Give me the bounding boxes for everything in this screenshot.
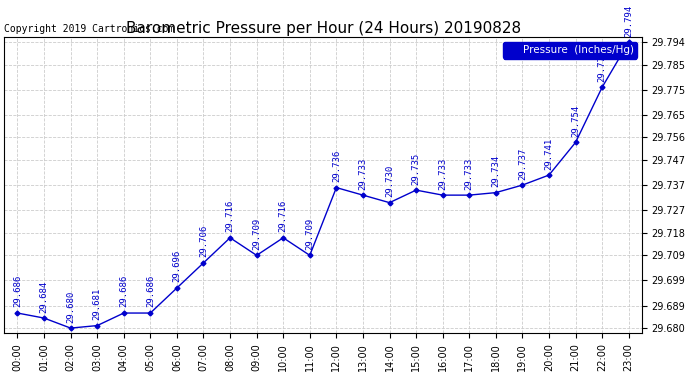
Text: 29.706: 29.706 [199, 225, 208, 257]
Text: 29.716: 29.716 [226, 200, 235, 232]
Text: 29.776: 29.776 [598, 50, 607, 82]
Text: 29.754: 29.754 [571, 105, 580, 137]
Text: 29.794: 29.794 [624, 4, 633, 36]
Text: 29.681: 29.681 [92, 288, 101, 320]
Text: 29.733: 29.733 [438, 158, 447, 190]
Title: Barometric Pressure per Hour (24 Hours) 20190828: Barometric Pressure per Hour (24 Hours) … [126, 21, 521, 36]
Text: 29.736: 29.736 [332, 150, 341, 182]
Legend: Pressure  (Inches/Hg): Pressure (Inches/Hg) [503, 42, 637, 58]
Text: Copyright 2019 Cartronics.com: Copyright 2019 Cartronics.com [4, 24, 175, 34]
Text: 29.730: 29.730 [385, 165, 394, 197]
Text: 29.734: 29.734 [491, 155, 500, 187]
Text: 29.735: 29.735 [412, 152, 421, 184]
Text: 29.709: 29.709 [305, 217, 314, 250]
Text: 29.737: 29.737 [518, 147, 527, 180]
Text: 29.680: 29.680 [66, 290, 75, 322]
Text: 29.686: 29.686 [146, 275, 155, 308]
Text: 29.686: 29.686 [13, 275, 22, 308]
Text: 29.696: 29.696 [172, 250, 181, 282]
Text: 29.716: 29.716 [279, 200, 288, 232]
Text: 29.741: 29.741 [544, 137, 553, 170]
Text: 29.684: 29.684 [39, 280, 48, 312]
Text: 29.686: 29.686 [119, 275, 128, 308]
Text: 29.733: 29.733 [465, 158, 474, 190]
Text: 29.709: 29.709 [252, 217, 261, 250]
Text: 29.733: 29.733 [358, 158, 368, 190]
